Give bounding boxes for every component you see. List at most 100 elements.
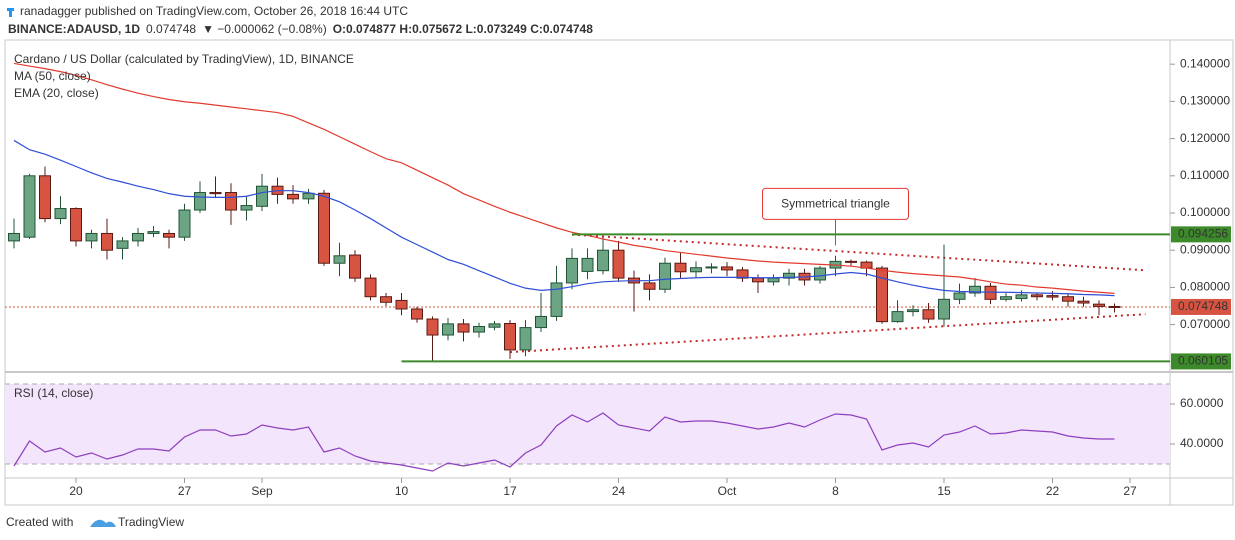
candle-body — [1046, 295, 1059, 298]
last-price-label: 0.074748 — [1178, 299, 1228, 313]
candle-body — [705, 266, 718, 269]
footer-brand: TradingView — [118, 515, 184, 529]
candle-body — [380, 296, 392, 303]
candle-body — [349, 254, 361, 279]
annotation-box — [762, 187, 909, 220]
candle-body — [194, 192, 206, 211]
x-tick-label: 27 — [1123, 484, 1137, 498]
y-tick-label: 0.140000 — [1180, 56, 1230, 70]
rsi-band — [5, 384, 1170, 464]
last-price-bg — [1171, 298, 1231, 315]
candle-body — [550, 282, 563, 317]
candle-body — [519, 327, 532, 351]
candle-body — [225, 192, 237, 211]
candle-body — [1015, 294, 1028, 300]
candle-body — [256, 185, 268, 207]
candle-body — [426, 318, 439, 336]
header-text: ▼ −0.000062 (−0.08%) — [202, 22, 327, 36]
y-tick-label: 0.080000 — [1180, 280, 1230, 294]
y-tick-label: 0.130000 — [1180, 94, 1230, 108]
candle-body — [752, 277, 764, 283]
candle-body — [969, 285, 981, 294]
candle-body — [597, 249, 609, 272]
candle-body — [612, 249, 625, 279]
candle-body — [457, 323, 470, 333]
rsi-pane — [5, 383, 1170, 472]
price-pane — [5, 62, 1170, 362]
header-text: O:0.074877 H:0.075672 L:0.073249 C:0.074… — [333, 22, 594, 36]
candle-body — [240, 205, 253, 211]
x-tick-label: 27 — [178, 484, 192, 498]
x-tick-label: Sep — [251, 484, 273, 498]
candle-body — [132, 232, 144, 242]
chart-title: Cardano / US Dollar (calculated by Tradi… — [14, 52, 354, 66]
candle-body — [690, 267, 702, 273]
candle-body — [116, 240, 129, 249]
y-tick-label: 0.070000 — [1180, 317, 1230, 331]
candle-body — [907, 309, 919, 313]
trendline — [509, 313, 1146, 354]
level-label: 0.094256 — [1178, 227, 1228, 241]
candle-body — [395, 299, 408, 310]
candle-body — [101, 232, 113, 251]
candle-body — [1031, 294, 1043, 298]
x-tick-label: 8 — [832, 484, 839, 498]
candle-body — [1093, 303, 1105, 307]
candle-body — [535, 315, 547, 329]
level-label-bg — [1171, 226, 1231, 243]
rsi-tick-label: 40.0000 — [1180, 436, 1224, 450]
candle-body — [1062, 296, 1074, 302]
trendline — [571, 233, 1146, 272]
header-text: 0.074748 — [146, 22, 196, 36]
legend-entry: EMA (20, close) — [14, 86, 99, 100]
candle-body — [473, 325, 485, 333]
candle-body — [938, 298, 950, 320]
candle-body — [891, 311, 904, 323]
candle-body — [333, 255, 346, 264]
candle-body — [287, 193, 299, 200]
candle-body — [1077, 300, 1090, 304]
candle-body — [581, 257, 594, 272]
candle-body — [643, 282, 656, 290]
y-tick-label: 0.120000 — [1180, 131, 1230, 145]
x-tick-label: 22 — [1046, 484, 1060, 498]
candle-body — [318, 192, 330, 264]
header-text: BINANCE:ADAUSD, 1D — [8, 22, 140, 36]
candle-body — [23, 175, 36, 238]
x-tick-label: 10 — [395, 484, 409, 498]
candle-body — [209, 192, 222, 195]
indicator-line — [13, 139, 1115, 297]
candle-body — [163, 232, 175, 238]
candle-body — [1000, 296, 1012, 300]
candle-body — [147, 231, 160, 234]
y-tick-label: 0.100000 — [1180, 205, 1230, 219]
candle-body — [364, 277, 377, 298]
level-label: 0.060105 — [1178, 354, 1228, 368]
x-tick-label: Oct — [718, 484, 737, 498]
candle-body — [178, 209, 191, 238]
y-tick-label: 0.110000 — [1180, 168, 1229, 182]
candle-body — [302, 192, 315, 200]
y-tick-label: 0.090000 — [1180, 242, 1230, 256]
rsi-tick-label: 60.0000 — [1180, 396, 1224, 410]
candle-body — [845, 260, 857, 263]
indicator-line — [13, 62, 1115, 294]
legend-entry: MA (50, close) — [14, 69, 91, 83]
candle-body — [504, 322, 516, 351]
candle-body — [767, 277, 780, 283]
candle-body — [566, 257, 578, 284]
candle-body — [922, 309, 935, 320]
candle-body — [85, 232, 98, 242]
candle-body — [674, 262, 687, 273]
chart-frame — [4, 39, 1234, 506]
candle-body — [411, 308, 423, 320]
rsi-line — [13, 412, 1115, 472]
candle-body — [659, 262, 671, 290]
candle-body — [70, 208, 82, 242]
candle-body — [876, 267, 888, 323]
candle-body — [54, 208, 67, 220]
candle-body — [488, 323, 501, 328]
author-line: ranadagger published on TradingView.com,… — [20, 4, 408, 18]
candle-body — [953, 292, 966, 300]
